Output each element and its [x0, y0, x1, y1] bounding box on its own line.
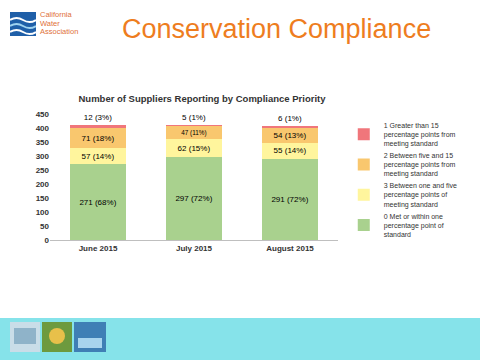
svg-text:450: 450	[36, 110, 50, 119]
svg-text:June 2015: June 2015	[79, 244, 118, 253]
svg-text:50: 50	[40, 222, 49, 231]
svg-text:Number of Suppliers Reporting: Number of Suppliers Reporting by Complia…	[78, 93, 326, 104]
svg-text:2 Between five and 15percentag: 2 Between five and 15percentage points f…	[384, 152, 456, 178]
svg-text:57 (14%): 57 (14%)	[82, 152, 115, 161]
svg-text:3 Between one and fivepercenta: 3 Between one and fivepercentage points …	[384, 182, 457, 208]
svg-text:55 (14%): 55 (14%)	[274, 146, 307, 155]
html-text:California: California	[40, 10, 72, 19]
html-text:Water: Water	[40, 18, 60, 28]
svg-text:400: 400	[36, 124, 50, 133]
svg-text:297 (72%): 297 (72%)	[175, 194, 212, 203]
html-text:Association: Association	[40, 27, 79, 36]
svg-text:0: 0	[45, 236, 50, 245]
html-text:Conservation Compliance: Conservation Compliance	[122, 14, 432, 44]
svg-text:5 (1%): 5 (1%)	[182, 113, 206, 122]
svg-text:62 (15%): 62 (15%)	[178, 144, 211, 153]
svg-text:6 (1%): 6 (1%)	[278, 114, 302, 123]
svg-text:71 (18%): 71 (18%)	[82, 134, 115, 143]
svg-text:150: 150	[36, 194, 50, 203]
svg-text:350: 350	[36, 138, 50, 147]
svg-text:0 Met or within onepercentage: 0 Met or within onepercentage point ofst…	[384, 213, 444, 238]
svg-text:291 (72%): 291 (72%)	[271, 195, 308, 204]
svg-text:54 (13%): 54 (13%)	[274, 131, 307, 140]
svg-text:1 Greater than 15percentage po: 1 Greater than 15percentage points fromm…	[384, 122, 456, 148]
svg-text:July 2015: July 2015	[176, 244, 213, 253]
svg-text:12 (3%): 12 (3%)	[84, 113, 112, 122]
svg-text:47 (11%): 47 (11%)	[181, 129, 206, 137]
svg-text:200: 200	[36, 180, 50, 189]
svg-text:250: 250	[36, 166, 50, 175]
svg-text:August 2015: August 2015	[266, 244, 314, 253]
svg-text:100: 100	[36, 208, 50, 217]
svg-text:300: 300	[36, 152, 50, 161]
svg-text:271 (68%): 271 (68%)	[79, 198, 116, 207]
